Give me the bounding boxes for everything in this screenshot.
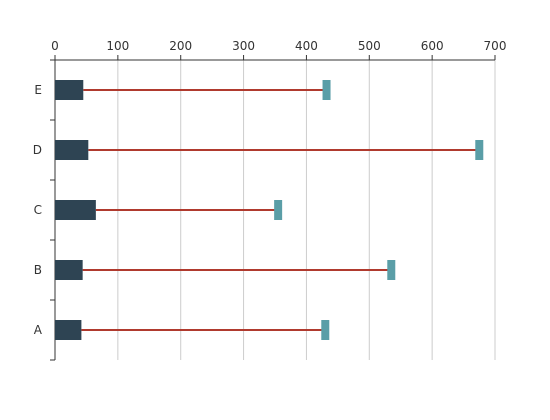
y-tick-label-a: A (34, 323, 43, 337)
x-tick-label-3: 300 (232, 39, 255, 53)
x-tick-label-7: 700 (484, 39, 507, 53)
x-tick-label-1: 100 (106, 39, 129, 53)
x-tick-label-2: 200 (169, 39, 192, 53)
y-tick-label-b: B (34, 263, 42, 277)
end-marker-c (274, 200, 283, 220)
start-bar-a (55, 320, 82, 340)
end-marker-b (387, 260, 396, 280)
x-tick-label-6: 600 (421, 39, 444, 53)
start-bar-c (55, 200, 96, 220)
y-tick-label-c: C (34, 203, 42, 217)
start-bar-d (55, 140, 89, 160)
y-tick-label-d: D (33, 143, 42, 157)
axis-layer: 0 100 200 300 400 500 600 700 A B C D E (33, 39, 507, 361)
x-tick-label-4: 400 (295, 39, 318, 53)
x-tick-label-0: 0 (51, 39, 59, 53)
y-tick-label-e: E (34, 83, 42, 97)
x-tick-label-5: 500 (358, 39, 381, 53)
mark-layer (55, 80, 484, 340)
end-marker-d (475, 140, 484, 160)
end-marker-e (322, 80, 331, 100)
end-marker-a (321, 320, 330, 340)
start-bar-e (55, 80, 84, 100)
start-bar-b (55, 260, 83, 280)
